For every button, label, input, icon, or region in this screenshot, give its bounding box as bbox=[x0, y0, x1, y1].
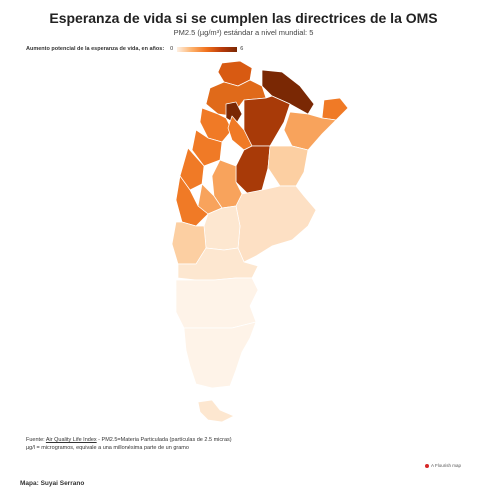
map-footer: Fuente: Air Quality Life Index - PM2.5=M… bbox=[26, 436, 232, 452]
region-tucuman[interactable] bbox=[225, 101, 243, 125]
region-santa-cruz[interactable] bbox=[183, 321, 257, 389]
region-tierra-del-fuego[interactable] bbox=[197, 399, 235, 423]
legend-label: Aumento potencial de la esperanza de vid… bbox=[26, 46, 165, 52]
map-credit: Mapa: Suyai Serrano bbox=[20, 480, 85, 487]
flourish-badge[interactable]: A Flourish map bbox=[424, 463, 461, 468]
source-rest: - PM2.5=Materia Particulada (partículas … bbox=[96, 437, 232, 443]
region-santa-fe[interactable] bbox=[235, 145, 271, 195]
flourish-logo-icon bbox=[424, 463, 429, 468]
region-mendoza[interactable] bbox=[175, 175, 209, 227]
region-catamarca[interactable] bbox=[199, 107, 233, 143]
region-entre-rios[interactable] bbox=[267, 145, 309, 187]
legend-gradient-bar bbox=[177, 46, 238, 52]
source-link[interactable]: Air Quality Life Index bbox=[45, 437, 97, 443]
legend-min-label: 0 bbox=[170, 46, 174, 52]
region-chubut[interactable] bbox=[175, 277, 259, 329]
color-legend: Aumento potencial de la esperanza de vid… bbox=[26, 44, 243, 54]
legend-max-label: 6 bbox=[240, 46, 244, 52]
units-note: µg/l = microgramos, equivale a una millo… bbox=[26, 445, 189, 451]
region-corrientes[interactable] bbox=[283, 111, 337, 151]
map-subtitle: PM2.5 (µg/m³) estándar a nivel mundial: … bbox=[173, 28, 314, 37]
map-title: Esperanza de vida si se cumplen las dire… bbox=[49, 10, 438, 26]
region-buenos-aires[interactable] bbox=[235, 185, 317, 263]
region-chaco[interactable] bbox=[243, 95, 291, 147]
flourish-label: A Flourish map bbox=[430, 463, 461, 468]
source-prefix: Fuente: bbox=[26, 437, 46, 443]
source-line: Fuente: Air Quality Life Index - PM2.5=M… bbox=[26, 436, 232, 444]
argentina-choropleth-map bbox=[171, 60, 349, 423]
region-san-juan[interactable] bbox=[179, 147, 205, 191]
region-misiones[interactable] bbox=[321, 97, 349, 121]
